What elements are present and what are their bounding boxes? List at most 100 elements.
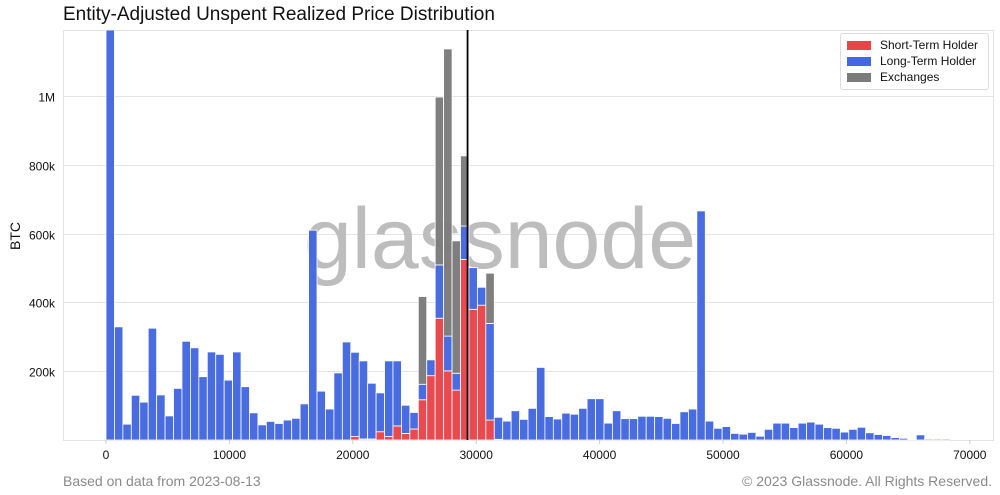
bar-lth: [882, 435, 892, 441]
bar-exchanges: [460, 155, 470, 227]
bar-lth: [823, 427, 833, 441]
y-axis-label: BTC: [7, 222, 23, 250]
legend: Short-Term Holder Long-Term Holder Excha…: [840, 33, 989, 90]
legend-item-sth: Short-Term Holder: [847, 37, 978, 53]
bar-sth: [476, 304, 487, 441]
bar-lth: [730, 433, 740, 441]
bar-sth: [451, 389, 461, 441]
bar-lth: [401, 404, 411, 434]
bar-lth: [704, 420, 715, 441]
bar-lth: [890, 437, 900, 441]
bar-lth: [223, 379, 234, 441]
bar-lth: [899, 437, 909, 441]
bar-lth: [612, 410, 622, 441]
copyright-note: © 2023 Glassnode. All Rights Reserved.: [741, 473, 992, 489]
y-tick-label: 600k: [29, 229, 56, 243]
x-tick-label: 30000: [460, 448, 494, 462]
bar-exchanges: [434, 96, 445, 266]
bar-lth: [367, 382, 377, 440]
bar-lth: [114, 326, 124, 441]
bar-lth: [190, 347, 200, 441]
bar-lth: [552, 418, 563, 441]
x-tick-label: 50000: [706, 448, 740, 462]
legend-label: Long-Term Holder: [880, 54, 977, 68]
bar-lth: [671, 423, 681, 441]
bar-lth: [417, 383, 428, 401]
bar-lth: [620, 418, 630, 441]
bar-lth: [451, 372, 461, 391]
bar-lth: [333, 372, 343, 441]
bar-exchanges: [485, 272, 495, 324]
bar-lth: [493, 416, 504, 440]
bar-lth: [181, 340, 191, 441]
bar-lth: [215, 353, 225, 441]
bar-lth: [654, 416, 664, 441]
bar-lth: [206, 351, 217, 441]
bar-lth: [147, 327, 158, 441]
y-tick-label: 1M: [38, 91, 55, 105]
bar-lth: [375, 392, 385, 433]
bar-lth: [476, 286, 487, 306]
x-tick-label: 20000: [336, 448, 370, 462]
bar-lth: [164, 415, 174, 441]
bar-lth: [603, 422, 613, 441]
bar-lth: [915, 434, 926, 441]
chart-title: Entity-Adjusted Unspent Realized Price D…: [63, 4, 495, 25]
bar-lth: [797, 422, 807, 441]
bar-lth: [679, 411, 689, 441]
bar-sth: [401, 433, 411, 441]
bar-lth: [924, 438, 934, 441]
legend-swatch-lth: [847, 56, 871, 66]
legend-item-lth: Long-Term Holder: [847, 53, 976, 69]
legend-swatch-exchanges: [847, 72, 871, 82]
bar-lth: [139, 401, 149, 441]
bar-lth: [325, 408, 335, 441]
bar-sth: [443, 370, 453, 441]
bar-exchanges: [443, 48, 453, 337]
bar-sth: [384, 436, 394, 441]
bar-lth: [426, 359, 436, 377]
bar-lth: [358, 360, 369, 440]
bar-lth: [747, 432, 757, 441]
bar-lth: [628, 418, 639, 441]
bar-lth: [738, 433, 748, 441]
x-tick-label: 10000: [213, 448, 247, 462]
bar-lth: [856, 426, 867, 441]
bar-lth: [780, 422, 791, 441]
bar-lth: [713, 427, 723, 441]
x-tick-label: 70000: [953, 448, 987, 462]
bar-lth: [696, 210, 706, 441]
bar-lth: [122, 423, 132, 441]
bar-lth: [485, 322, 495, 421]
data-source-note: Based on data from 2023-08-13: [63, 473, 261, 489]
bar-lth: [645, 415, 656, 441]
bar-lth: [232, 351, 242, 441]
y-tick-label: 200k: [29, 366, 56, 380]
bar-lth: [688, 408, 698, 441]
bar-sth: [417, 399, 428, 441]
bar-lth: [595, 398, 605, 441]
bar-lth: [468, 267, 478, 310]
bar-lth: [173, 388, 183, 441]
bar-lth: [578, 407, 588, 441]
bar-lth: [932, 438, 943, 441]
bar-lth: [519, 418, 529, 441]
bar-lth: [502, 420, 512, 441]
bar-lth: [443, 335, 453, 372]
bar-lth: [274, 423, 284, 441]
bar-lth: [384, 360, 394, 437]
watermark-logo: glassnode: [304, 191, 696, 287]
x-tick-label: 40000: [583, 448, 617, 462]
bar-sth: [434, 317, 445, 441]
bar-lth: [257, 424, 267, 441]
bar-sth: [426, 375, 436, 441]
bar-lth: [865, 432, 875, 441]
bar-lth: [721, 426, 731, 441]
y-tick-label: 400k: [29, 297, 56, 311]
bar-lth: [198, 376, 208, 441]
bar-lth: [662, 417, 672, 441]
bar-lth: [814, 423, 824, 441]
x-tick-label: 60000: [830, 448, 864, 462]
legend-item-exchanges: Exchanges: [847, 69, 939, 85]
legend-label: Exchanges: [880, 70, 940, 84]
